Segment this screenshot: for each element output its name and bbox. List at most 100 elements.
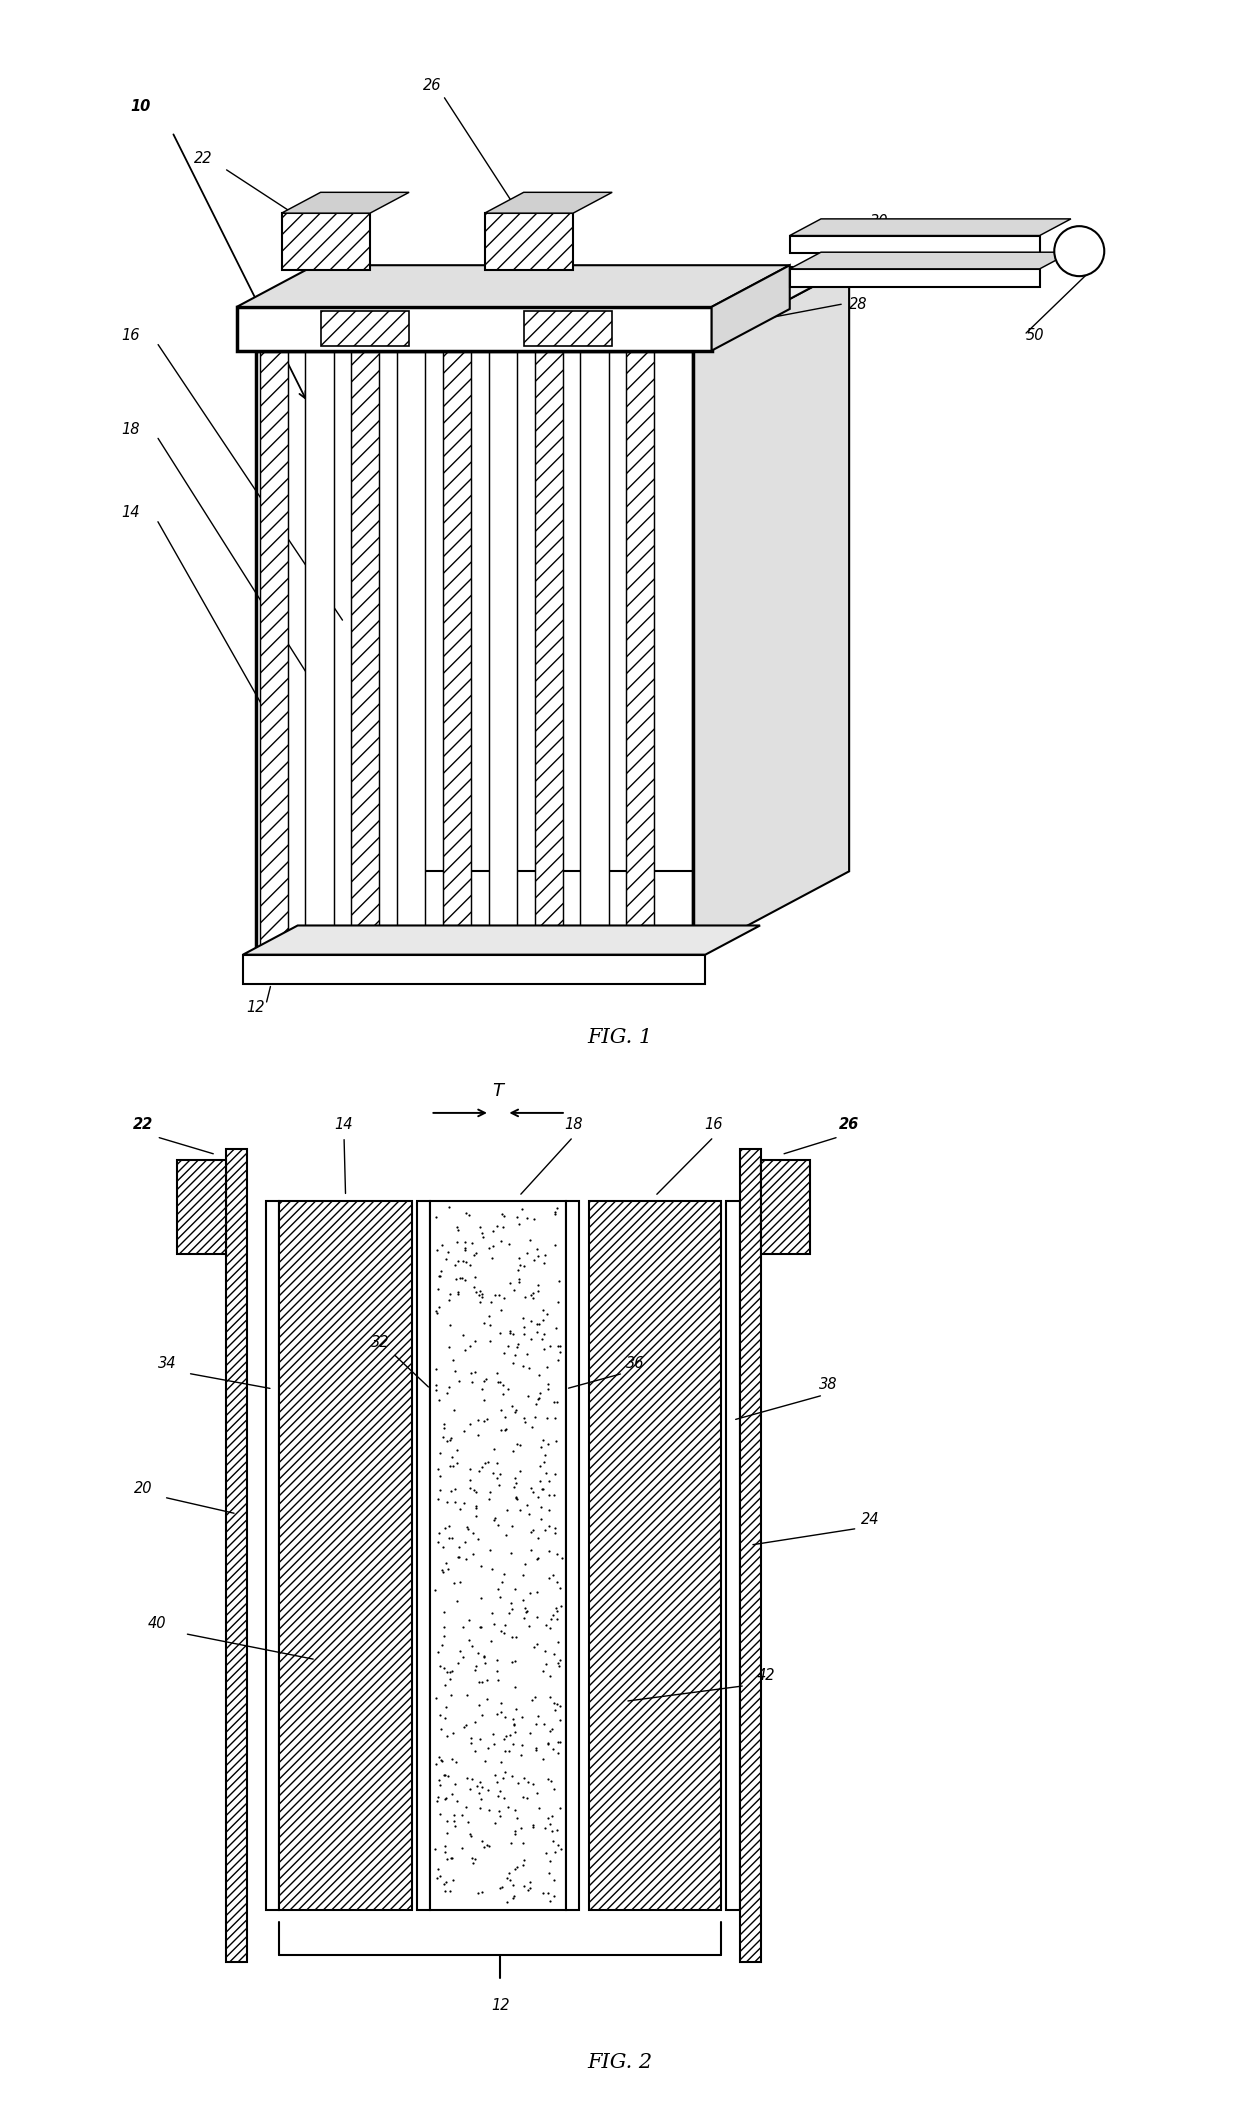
Point xyxy=(474,1639,494,1673)
Point xyxy=(477,1662,497,1696)
Point xyxy=(467,1877,487,1910)
Point xyxy=(491,1687,511,1721)
Point xyxy=(548,1645,568,1679)
Point xyxy=(460,1818,480,1852)
Point xyxy=(518,1873,538,1906)
Point xyxy=(487,1210,507,1243)
Point xyxy=(449,1530,469,1563)
Point xyxy=(472,1279,492,1313)
Point xyxy=(427,1784,446,1818)
Point xyxy=(547,1593,567,1626)
Point xyxy=(476,1683,496,1717)
Point xyxy=(472,1824,492,1858)
Point xyxy=(490,1795,510,1828)
Polygon shape xyxy=(790,219,1071,236)
Point xyxy=(547,1687,567,1721)
Point xyxy=(505,1471,525,1504)
Point xyxy=(529,1382,549,1416)
Point xyxy=(487,1365,507,1399)
Point xyxy=(502,1317,522,1351)
Point xyxy=(465,1734,485,1767)
Point xyxy=(538,1727,558,1761)
Point xyxy=(520,1717,539,1751)
Point xyxy=(434,1652,454,1685)
Point xyxy=(449,1363,469,1397)
Point xyxy=(477,1774,497,1807)
Point xyxy=(521,1534,541,1567)
Point xyxy=(485,1502,505,1536)
Point xyxy=(528,1521,548,1555)
Point xyxy=(487,1355,507,1389)
Point xyxy=(471,1782,491,1816)
Point xyxy=(489,1277,508,1311)
Point xyxy=(496,1755,516,1788)
Point xyxy=(481,1286,501,1319)
Point xyxy=(489,1572,508,1605)
Point xyxy=(490,1799,510,1833)
Point xyxy=(459,1513,479,1546)
Point xyxy=(469,1687,489,1721)
Point xyxy=(513,1847,533,1881)
Bar xyxy=(177,1159,227,1254)
Point xyxy=(464,1271,484,1304)
Point xyxy=(543,1384,563,1418)
Point xyxy=(503,1435,523,1469)
Point xyxy=(516,1591,536,1624)
Polygon shape xyxy=(485,191,613,213)
Point xyxy=(532,1473,552,1506)
Point xyxy=(465,1843,485,1877)
Point xyxy=(526,1706,546,1740)
Point xyxy=(436,1656,456,1690)
Polygon shape xyxy=(281,191,409,213)
Point xyxy=(503,1727,523,1761)
Point xyxy=(461,1820,481,1854)
Point xyxy=(445,1355,465,1389)
Polygon shape xyxy=(693,267,849,955)
Polygon shape xyxy=(580,318,671,351)
Point xyxy=(435,1511,455,1544)
Point xyxy=(507,1199,527,1233)
Point xyxy=(544,1835,564,1868)
Point xyxy=(439,1330,459,1363)
Point xyxy=(460,1330,480,1363)
Point xyxy=(427,1681,446,1715)
Text: 24: 24 xyxy=(861,1513,879,1528)
Point xyxy=(490,1870,510,1904)
Point xyxy=(547,1384,567,1418)
Point xyxy=(495,1557,515,1591)
Point xyxy=(529,1464,549,1498)
Point xyxy=(500,1267,520,1300)
Point xyxy=(500,1317,520,1351)
Point xyxy=(508,1262,528,1296)
Point xyxy=(461,1721,481,1755)
Point xyxy=(495,1401,515,1435)
Point xyxy=(495,1281,515,1315)
Point xyxy=(536,1647,556,1681)
Point xyxy=(432,1742,451,1776)
Point xyxy=(425,1833,445,1866)
Point xyxy=(470,1791,490,1824)
Point xyxy=(505,1818,525,1852)
Point xyxy=(435,1875,455,1908)
Point xyxy=(552,1833,572,1866)
Bar xyxy=(740,1149,760,1961)
Bar xyxy=(279,1201,412,1910)
Point xyxy=(523,1809,543,1843)
Point xyxy=(533,1877,553,1910)
Point xyxy=(439,1191,459,1225)
Point xyxy=(503,1706,523,1740)
Point xyxy=(491,1414,511,1448)
Point xyxy=(461,1357,481,1391)
Point xyxy=(515,1250,534,1283)
Polygon shape xyxy=(243,926,760,955)
Bar xyxy=(417,1201,430,1910)
Point xyxy=(461,1365,481,1399)
Point xyxy=(428,1862,448,1896)
Point xyxy=(517,1237,537,1271)
Point xyxy=(546,1311,565,1344)
Point xyxy=(492,1210,512,1243)
Point xyxy=(507,1330,527,1363)
Point xyxy=(506,1793,526,1826)
Polygon shape xyxy=(351,318,441,351)
Point xyxy=(448,1540,467,1574)
